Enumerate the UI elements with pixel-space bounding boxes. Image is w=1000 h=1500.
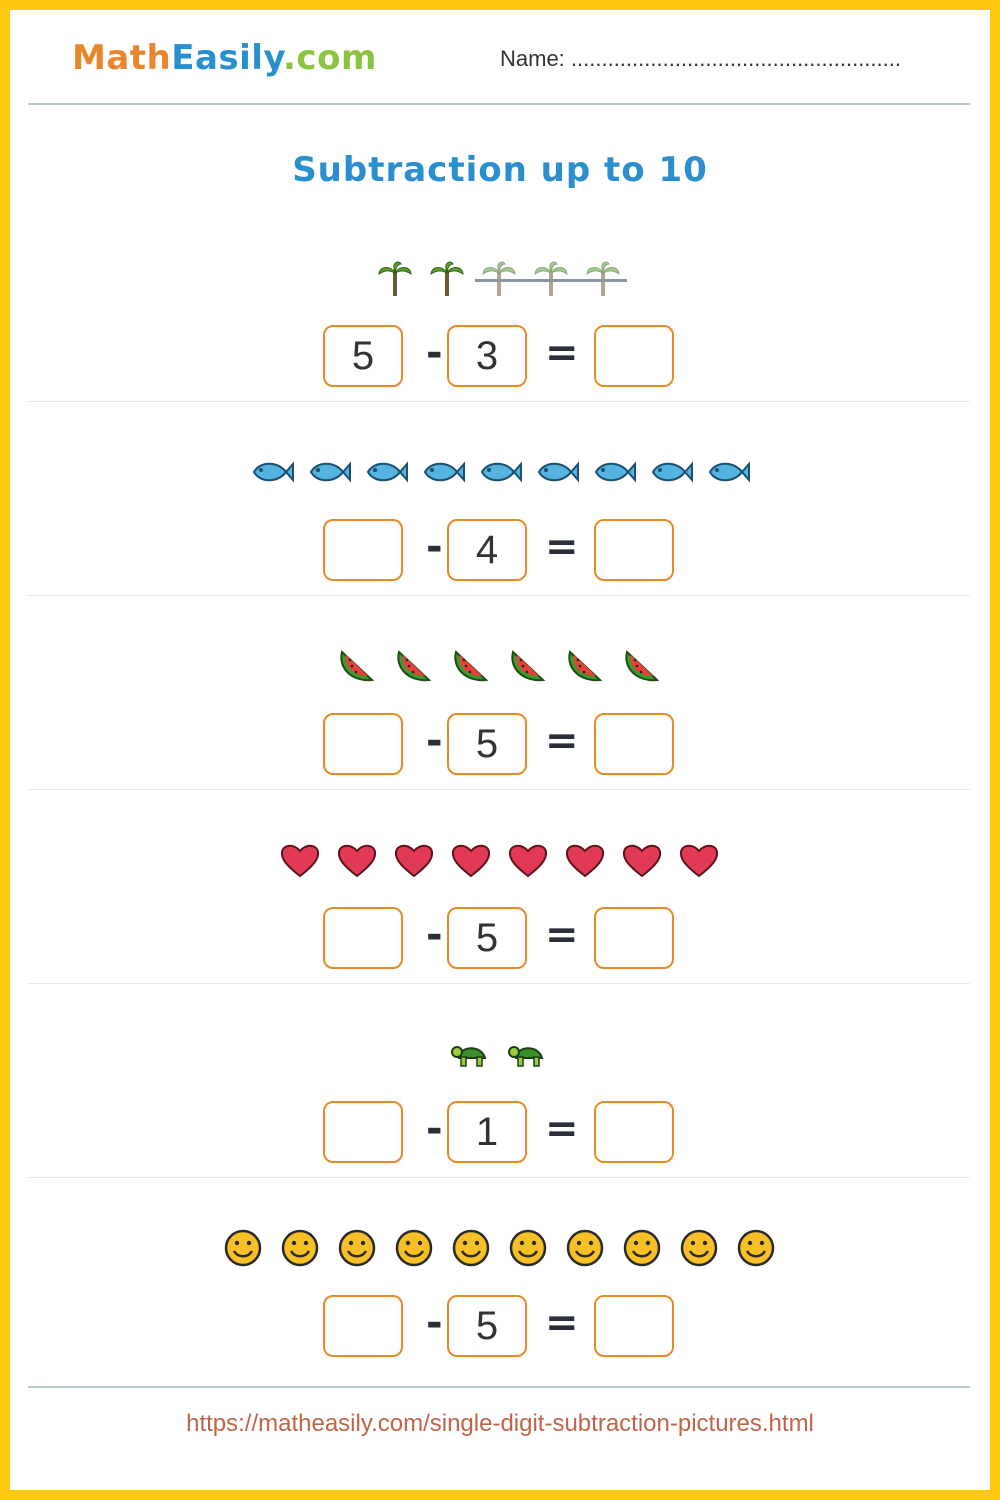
heart-icon	[507, 841, 549, 884]
minuend-box[interactable]	[323, 713, 403, 775]
minuend-box[interactable]	[323, 1295, 403, 1357]
palm-tree-icon	[583, 258, 623, 303]
heart-icon	[336, 841, 378, 884]
problem-section: - 1 =	[28, 983, 970, 1178]
subtrahend-box[interactable]: 1	[447, 1101, 527, 1163]
header-divider	[28, 103, 970, 105]
watermelon-icon	[450, 646, 492, 691]
smiley-icon	[223, 1228, 263, 1273]
heart-icon	[279, 841, 321, 884]
strike-line	[475, 279, 627, 282]
equals-sign: =	[545, 912, 579, 958]
minus-sign: -	[426, 330, 443, 376]
picture-row	[28, 839, 970, 885]
fish-icon	[533, 455, 579, 494]
smiley-icon	[565, 1228, 605, 1273]
subtrahend-box[interactable]: 5	[447, 713, 527, 775]
minus-sign: -	[426, 718, 443, 764]
subtrahend-box[interactable]: 5	[447, 907, 527, 969]
heart-icon	[450, 841, 492, 884]
page-title: Subtraction up to 10	[292, 150, 708, 190]
equals-sign: =	[545, 1106, 579, 1152]
fish-icon	[476, 455, 522, 494]
watermelon-icon	[507, 646, 549, 691]
subtrahend-box[interactable]: 3	[447, 325, 527, 387]
picture-row	[28, 1227, 970, 1273]
minus-sign: -	[426, 1300, 443, 1346]
logo-part: .com	[283, 38, 377, 78]
palm-tree-icon	[531, 258, 571, 303]
answer-box[interactable]	[594, 713, 674, 775]
minus-sign: -	[426, 912, 443, 958]
logo-part: Math	[72, 38, 172, 78]
problem-section: - 5 =	[28, 789, 970, 984]
smiley-icon	[622, 1228, 662, 1273]
name-field: Name: ..................................…	[500, 46, 901, 71]
picture-row	[28, 1033, 970, 1079]
fish-icon	[362, 455, 408, 494]
smiley-icon	[451, 1228, 491, 1273]
problem-section: 5 - 3 =	[28, 207, 970, 402]
answer-box[interactable]	[594, 519, 674, 581]
equals-sign: =	[545, 718, 579, 764]
minus-sign: -	[426, 524, 443, 570]
watermelon-icon	[621, 646, 663, 691]
equals-sign: =	[545, 1300, 579, 1346]
answer-box[interactable]	[594, 1295, 674, 1357]
palm-tree-icon	[427, 258, 467, 303]
minuend-box[interactable]: 5	[323, 325, 403, 387]
heart-icon	[393, 841, 435, 884]
smiley-icon	[394, 1228, 434, 1273]
turtle-icon	[450, 1038, 491, 1075]
fish-icon	[419, 455, 465, 494]
watermelon-icon	[336, 646, 378, 691]
palm-tree-icon	[479, 258, 519, 303]
answer-box[interactable]	[594, 1101, 674, 1163]
fish-icon	[647, 455, 693, 494]
problem-section: - 4 =	[28, 401, 970, 596]
equals-sign: =	[545, 330, 579, 376]
subtrahend-box[interactable]: 5	[447, 1295, 527, 1357]
answer-box[interactable]	[594, 325, 674, 387]
logo: MathEasily.com	[72, 38, 377, 78]
watermelon-icon	[393, 646, 435, 691]
smiley-icon	[280, 1228, 320, 1273]
minuend-box[interactable]	[323, 907, 403, 969]
picture-row	[28, 645, 970, 691]
subtrahend-box[interactable]: 4	[447, 519, 527, 581]
watermelon-icon	[564, 646, 606, 691]
fish-icon	[704, 455, 750, 494]
heart-icon	[621, 841, 663, 884]
minuend-box[interactable]	[323, 1101, 403, 1163]
smiley-icon	[337, 1228, 377, 1273]
turtle-icon	[507, 1038, 548, 1075]
problem-section: - 5 =	[28, 595, 970, 790]
picture-row	[28, 451, 970, 497]
problem-section: - 5 =	[28, 1177, 970, 1371]
heart-icon	[564, 841, 606, 884]
logo-part: Easily	[171, 38, 284, 78]
smiley-icon	[736, 1228, 776, 1273]
footer-divider	[28, 1386, 970, 1388]
footer-url: https://matheasily.com/single-digit-subt…	[186, 1410, 814, 1437]
fish-icon	[590, 455, 636, 494]
picture-row	[28, 257, 970, 303]
fish-icon	[248, 455, 294, 494]
heart-icon	[678, 841, 720, 884]
answer-box[interactable]	[594, 907, 674, 969]
fish-icon	[305, 455, 351, 494]
worksheet: MathEasily.com Name: ...................…	[10, 10, 990, 1490]
equals-sign: =	[545, 524, 579, 570]
minus-sign: -	[426, 1106, 443, 1152]
smiley-icon	[508, 1228, 548, 1273]
minuend-box[interactable]	[323, 519, 403, 581]
palm-tree-icon	[375, 258, 415, 303]
smiley-icon	[679, 1228, 719, 1273]
